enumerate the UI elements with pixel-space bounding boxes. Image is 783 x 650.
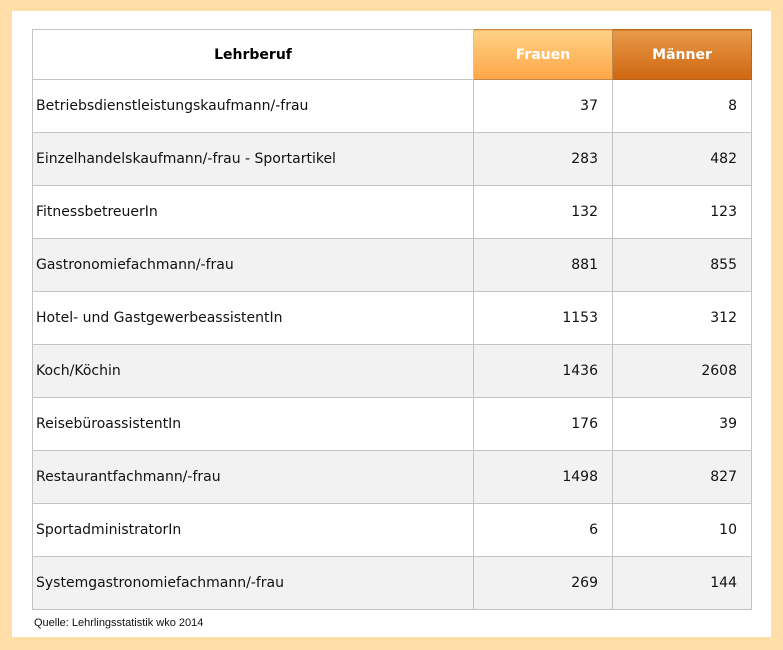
cell-frauen: 283 xyxy=(473,132,613,186)
cell-lehrberuf: Hotel- und GastgewerbeassistentIn xyxy=(32,291,474,345)
cell-frauen: 1153 xyxy=(473,291,613,345)
cell-lehrberuf: Systemgastronomiefachmann/-frau xyxy=(32,556,474,610)
panel: Lehrberuf Frauen Männer Betriebsdienstle… xyxy=(12,11,771,637)
header-maenner: Männer xyxy=(612,29,752,80)
cell-lehrberuf: Einzelhandelskaufmann/-frau - Sportartik… xyxy=(32,132,474,186)
header-lehrberuf: Lehrberuf xyxy=(32,29,474,80)
cell-frauen: 269 xyxy=(473,556,613,610)
table-row: SportadministratorIn 6 10 xyxy=(32,503,752,557)
cell-frauen: 37 xyxy=(473,79,613,133)
data-table: Lehrberuf Frauen Männer Betriebsdienstle… xyxy=(32,29,752,610)
table-row: Einzelhandelskaufmann/-frau - Sportartik… xyxy=(32,132,752,186)
cell-maenner: 144 xyxy=(612,556,752,610)
source-note: Quelle: Lehrlingsstatistik wko 2014 xyxy=(34,617,204,629)
cell-maenner: 39 xyxy=(612,397,752,451)
cell-maenner: 10 xyxy=(612,503,752,557)
cell-maenner: 312 xyxy=(612,291,752,345)
cell-frauen: 176 xyxy=(473,397,613,451)
header-frauen: Frauen xyxy=(473,29,613,80)
cell-lehrberuf: Restaurantfachmann/-frau xyxy=(32,450,474,504)
table-row: Restaurantfachmann/-frau 1498 827 xyxy=(32,450,752,504)
table-row: FitnessbetreuerIn 132 123 xyxy=(32,185,752,239)
cell-frauen: 6 xyxy=(473,503,613,557)
cell-maenner: 123 xyxy=(612,185,752,239)
table-row: Betriebsdienstleistungskaufmann/-frau 37 8 xyxy=(32,79,752,133)
cell-frauen: 132 xyxy=(473,185,613,239)
cell-maenner: 855 xyxy=(612,238,752,292)
cell-lehrberuf: Betriebsdienstleistungskaufmann/-frau xyxy=(32,79,474,133)
cell-maenner: 827 xyxy=(612,450,752,504)
header-row: Lehrberuf Frauen Männer xyxy=(32,29,752,80)
cell-frauen: 1436 xyxy=(473,344,613,398)
table-row: ReisebüroassistentIn 176 39 xyxy=(32,397,752,451)
table-row: Systemgastronomiefachmann/-frau 269 144 xyxy=(32,556,752,610)
table-row: Hotel- und GastgewerbeassistentIn 1153 312 xyxy=(32,291,752,345)
cell-lehrberuf: FitnessbetreuerIn xyxy=(32,185,474,239)
cell-frauen: 881 xyxy=(473,238,613,292)
cell-frauen: 1498 xyxy=(473,450,613,504)
table-row: Koch/Köchin 1436 2608 xyxy=(32,344,752,398)
cell-maenner: 2608 xyxy=(612,344,752,398)
cell-lehrberuf: SportadministratorIn xyxy=(32,503,474,557)
cell-maenner: 8 xyxy=(612,79,752,133)
cell-lehrberuf: Koch/Köchin xyxy=(32,344,474,398)
cell-lehrberuf: Gastronomiefachmann/-frau xyxy=(32,238,474,292)
cell-maenner: 482 xyxy=(612,132,752,186)
table-row: Gastronomiefachmann/-frau 881 855 xyxy=(32,238,752,292)
cell-lehrberuf: ReisebüroassistentIn xyxy=(32,397,474,451)
